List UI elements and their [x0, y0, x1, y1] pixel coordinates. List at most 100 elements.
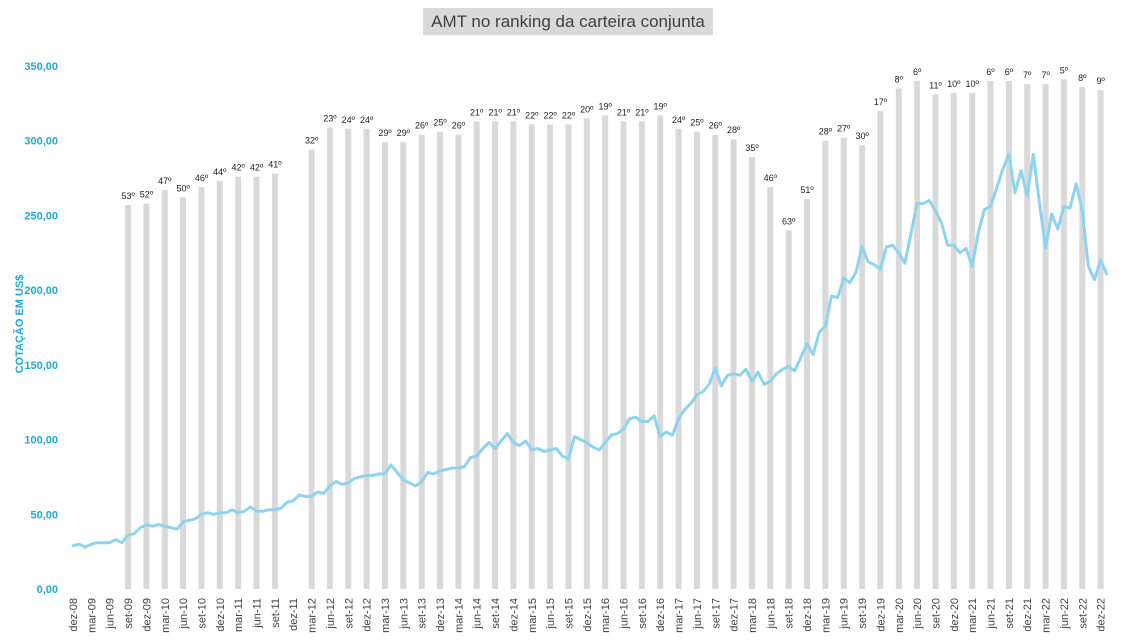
- x-tick-label-mar-12: mar-12: [307, 598, 319, 633]
- x-tick-label-mar-11: mar-11: [233, 598, 245, 632]
- bar-set-20: [932, 94, 939, 590]
- x-tick-label-dez-12: dez-12: [362, 598, 374, 632]
- x-tick-label-jun-11: jun-11: [252, 598, 264, 629]
- rank-label-dez-21: 7º: [1023, 70, 1032, 80]
- x-tick-label-dez-20: dez-20: [949, 598, 961, 632]
- x-tick-label-mar-10: mar-10: [160, 598, 172, 633]
- x-tick-label-set-14: set-14: [490, 598, 502, 629]
- x-tick-label-dez-21: dez-21: [1022, 598, 1034, 632]
- rank-label-dez-14: 21º: [507, 107, 521, 117]
- rank-label-set-13: 26º: [415, 121, 429, 131]
- x-tick-label-jun-20: jun-20: [912, 598, 924, 630]
- rank-label-dez-16: 19º: [654, 101, 668, 111]
- x-tick-label-mar-20: mar-20: [894, 598, 906, 633]
- rank-label-set-11: 41º: [268, 160, 282, 170]
- y-tick-label: 250,00: [24, 210, 58, 222]
- bar-mar-19: [822, 140, 829, 589]
- rank-label-set-09: 53º: [121, 191, 135, 201]
- bar-mar-21: [969, 92, 976, 590]
- bar-set-22: [1079, 86, 1086, 590]
- rank-label-jun-11: 42º: [250, 163, 264, 173]
- x-tick-label-jun-19: jun-19: [839, 598, 851, 630]
- bar-set-18: [785, 230, 792, 589]
- rank-label-mar-19: 28º: [819, 127, 833, 137]
- bar-jun-12: [326, 127, 333, 590]
- bar-jun-20: [914, 80, 921, 590]
- bar-dez-10: [216, 181, 223, 589]
- rank-label-mar-11: 42º: [232, 163, 246, 173]
- x-tick-label-mar-16: mar-16: [600, 598, 612, 633]
- bar-jun-22: [1060, 79, 1067, 590]
- x-tick-label-dez-14: dez-14: [508, 598, 520, 632]
- rank-label-set-10: 46º: [195, 173, 209, 183]
- bar-jun-17: [693, 131, 700, 589]
- y-tick-label: 150,00: [24, 360, 58, 372]
- chart-title: AMT no ranking da carteira conjunta: [423, 8, 713, 35]
- bar-mar-12: [308, 149, 315, 589]
- x-tick-label-dez-11: dez-11: [288, 598, 300, 631]
- x-tick-label-dez-15: dez-15: [582, 598, 594, 632]
- x-tick-labels: dez-08 mar-09 jun-09 set-09 dez-09 mar-10 jun-…: [68, 598, 1108, 633]
- x-tick-label-set-22: set-22: [1077, 598, 1089, 629]
- rank-label-mar-20: 8º: [895, 74, 904, 84]
- bar-dez-21: [1024, 83, 1031, 590]
- x-tick-label-jun-09: jun-09: [105, 598, 117, 630]
- x-tick-label-set-17: set-17: [710, 598, 722, 629]
- rank-label-jun-14: 21º: [470, 107, 484, 117]
- bar-jun-14: [473, 121, 480, 590]
- bar-set-15: [565, 124, 572, 590]
- x-tick-label-dez-13: dez-13: [435, 598, 447, 632]
- bar-set-16: [638, 121, 645, 590]
- bar-dez-17: [730, 139, 737, 589]
- y-tick-label: 100,00: [24, 435, 58, 447]
- y-tick-label: 350,00: [24, 61, 58, 73]
- bar-set-19: [859, 145, 866, 589]
- bar-mar-16: [602, 115, 609, 590]
- x-tick-label-set-11: set-11: [270, 598, 282, 628]
- rank-label-mar-12: 32º: [305, 136, 319, 146]
- x-tick-label-set-18: set-18: [784, 598, 796, 629]
- x-tick-label-mar-22: mar-22: [1041, 598, 1053, 633]
- x-tick-label-set-10: set-10: [197, 598, 209, 629]
- rank-label-jun-22: 5º: [1060, 65, 1069, 75]
- x-tick-label-dez-16: dez-16: [655, 598, 667, 632]
- rank-label-jun-17: 25º: [690, 118, 704, 128]
- rank-label-set-17: 26º: [709, 121, 723, 131]
- bar-dez-18: [804, 199, 810, 589]
- bar-jun-10: [180, 197, 187, 589]
- bar-set-21: [1005, 80, 1012, 590]
- rank-label-dez-22: 9º: [1096, 76, 1105, 86]
- x-tick-label-set-20: set-20: [931, 598, 943, 629]
- bars-layer: [125, 79, 1104, 590]
- rank-label-jun-21: 6º: [986, 67, 995, 77]
- bar-mar-15: [528, 124, 535, 590]
- line-layer: [71, 152, 1109, 549]
- bar-jun-15: [547, 124, 554, 590]
- rank-label-jun-19: 27º: [837, 124, 851, 134]
- bar-dez-16: [657, 115, 664, 590]
- bar-jun-11: [253, 176, 260, 589]
- rank-label-mar-15: 22º: [525, 110, 539, 120]
- x-tick-label-set-16: set-16: [637, 598, 649, 629]
- bar-mar-17: [675, 128, 682, 590]
- y-tick-label: 300,00: [24, 136, 58, 148]
- rank-label-jun-13: 29º: [397, 128, 411, 138]
- rank-label-dez-15: 20º: [580, 104, 594, 114]
- bar-set-13: [418, 134, 425, 589]
- x-tick-label-jun-10: jun-10: [178, 598, 190, 630]
- bar-mar-14: [455, 134, 462, 589]
- x-tick-label-set-15: set-15: [564, 598, 576, 629]
- bar-dez-15: [583, 118, 590, 590]
- rank-label-set-19: 30º: [855, 131, 869, 141]
- rank-label-set-21: 6º: [1005, 67, 1014, 77]
- bar-dez-13: [437, 131, 443, 589]
- x-tick-label-jun-12: jun-12: [325, 598, 337, 630]
- rank-label-dez-10: 44º: [213, 167, 227, 177]
- bar-dez-09: [143, 203, 150, 589]
- rank-label-mar-10: 47º: [158, 176, 172, 186]
- rank-label-jun-15: 22º: [543, 110, 557, 120]
- x-tick-label-set-09: set-09: [123, 598, 135, 629]
- bar-dez-22: [1097, 89, 1104, 590]
- bar-set-09: [125, 205, 132, 589]
- rank-label-mar-16: 19º: [599, 101, 613, 111]
